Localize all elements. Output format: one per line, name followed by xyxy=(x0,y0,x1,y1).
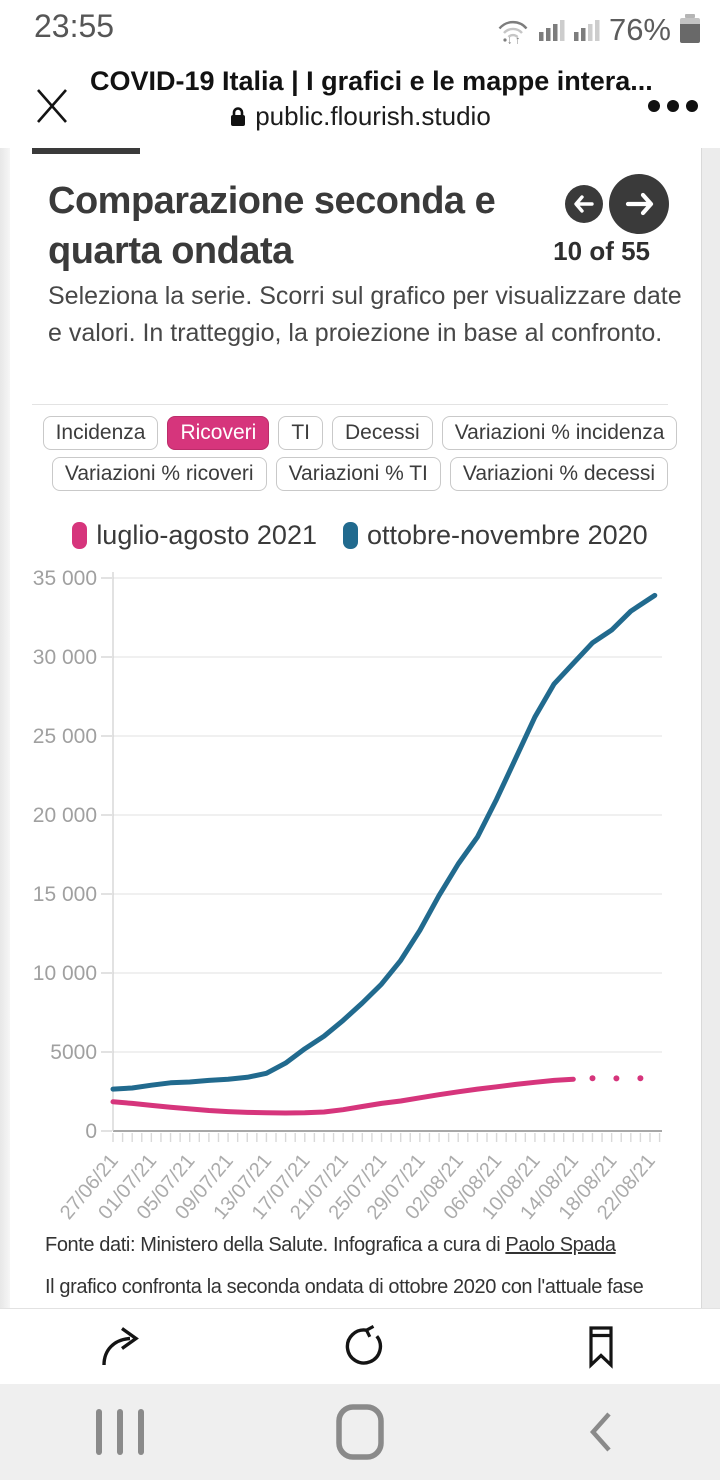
back-button[interactable] xyxy=(480,1408,720,1456)
browser-header: COVID-19 Italia | I grafici e le mappe i… xyxy=(0,60,720,149)
prev-slide-button[interactable] xyxy=(565,185,603,223)
filter-button-variazioni-incidenza[interactable]: Variazioni % incidenza xyxy=(441,416,678,450)
bookmark-button[interactable] xyxy=(578,1323,624,1371)
close-button[interactable] xyxy=(30,78,74,130)
clock: 23:55 xyxy=(34,8,115,44)
svg-text:10 000: 10 000 xyxy=(33,962,97,985)
recents-button[interactable] xyxy=(0,1409,240,1455)
svg-text:0: 0 xyxy=(85,1120,97,1143)
svg-text:↓: ↓ xyxy=(507,35,513,45)
battery-percent: 76% xyxy=(608,12,671,47)
reload-button[interactable] xyxy=(337,1323,385,1371)
legend-item[interactable]: luglio-agosto 2021 xyxy=(72,520,317,551)
legend-swatch xyxy=(72,522,88,549)
svg-text:↑: ↑ xyxy=(515,35,521,45)
filter-button-variazioni-decessi[interactable]: Variazioni % decessi xyxy=(449,457,669,491)
menu-dot xyxy=(686,100,698,112)
filter-button-variazioni-ti[interactable]: Variazioni % TI xyxy=(275,457,441,491)
svg-text:20 000: 20 000 xyxy=(33,804,97,827)
chart-title: Comparazione seconda e quarta ondata xyxy=(48,180,496,272)
back-chevron-icon xyxy=(589,1412,611,1452)
page-title: COVID-19 Italia | I grafici e le mappe i… xyxy=(90,66,653,96)
overflow-menu-button[interactable] xyxy=(648,100,698,112)
legend-label: luglio-agosto 2021 xyxy=(96,520,317,550)
legend-label: ottobre-novembre 2020 xyxy=(366,520,648,550)
signal-icon-sim1 xyxy=(538,20,565,41)
filter-button-ti[interactable]: TI xyxy=(278,416,323,450)
divider xyxy=(32,404,668,405)
clipped-paragraph: Il grafico confronta la seconda ondata d… xyxy=(45,1276,644,1298)
share-button[interactable] xyxy=(96,1323,144,1371)
filter-button-decessi[interactable]: Decessi xyxy=(332,416,433,450)
signal-icon-sim2 xyxy=(573,20,600,41)
source-text: Fonte dati: Ministero della Salute. Info… xyxy=(45,1234,506,1256)
arrow-right-icon xyxy=(625,192,654,216)
lock-icon xyxy=(231,106,246,126)
home-icon xyxy=(336,1404,384,1460)
svg-text:5000: 5000 xyxy=(50,1041,97,1064)
filter-button-variazioni-ricoveri[interactable]: Variazioni % ricoveri xyxy=(51,457,267,491)
home-button[interactable] xyxy=(240,1403,480,1461)
filter-button-ricoveri[interactable]: Ricoveri xyxy=(167,416,270,450)
story-progress-bar xyxy=(32,148,140,154)
svg-text:30 000: 30 000 xyxy=(33,646,97,669)
chart-description: Seleziona la serie. Scorri sul grafico p… xyxy=(48,282,682,347)
wifi-icon: ↓ ↑ xyxy=(498,21,528,45)
page-scrollbar-gutter[interactable] xyxy=(701,148,720,1308)
legend-swatch xyxy=(342,522,358,549)
close-icon xyxy=(37,89,67,123)
recents-icon xyxy=(96,1409,144,1455)
line-chart[interactable]: 0 5000 10 000 15 000 20 000 25 000 30 000 35 00… xyxy=(0,555,720,1255)
browser-toolbar xyxy=(0,1308,720,1384)
battery-icon xyxy=(680,13,700,43)
slide-counter: 10 of 55 xyxy=(553,236,650,266)
android-navigation-bar xyxy=(0,1384,720,1480)
author-link[interactable]: Paolo Spada xyxy=(505,1234,616,1256)
source-note: Fonte dati: Ministero della Salute. Info… xyxy=(45,1234,705,1257)
chart-legend: luglio-agosto 2021 ottobre-novembre 2020 xyxy=(0,520,720,551)
url-text: public.flourish.studio xyxy=(255,101,491,131)
svg-text:25 000: 25 000 xyxy=(33,725,97,748)
menu-dot xyxy=(667,100,679,112)
filter-button-incidenza[interactable]: Incidenza xyxy=(42,416,159,450)
menu-dot xyxy=(648,100,660,112)
status-bar: 23:55 ↓ ↑ 76% xyxy=(0,0,720,60)
arrow-left-icon xyxy=(574,195,594,213)
series-filter-group: Incidenza Ricoveri TI Decessi Variazioni % i… xyxy=(0,416,720,491)
next-slide-button[interactable] xyxy=(609,174,669,234)
web-page-content: Comparazione seconda e quarta ondata 10 … xyxy=(0,148,720,1308)
svg-text:35 000: 35 000 xyxy=(33,567,97,590)
svg-text:15 000: 15 000 xyxy=(33,883,97,906)
page-left-gutter xyxy=(0,148,10,1308)
legend-item[interactable]: ottobre-novembre 2020 xyxy=(342,520,648,551)
